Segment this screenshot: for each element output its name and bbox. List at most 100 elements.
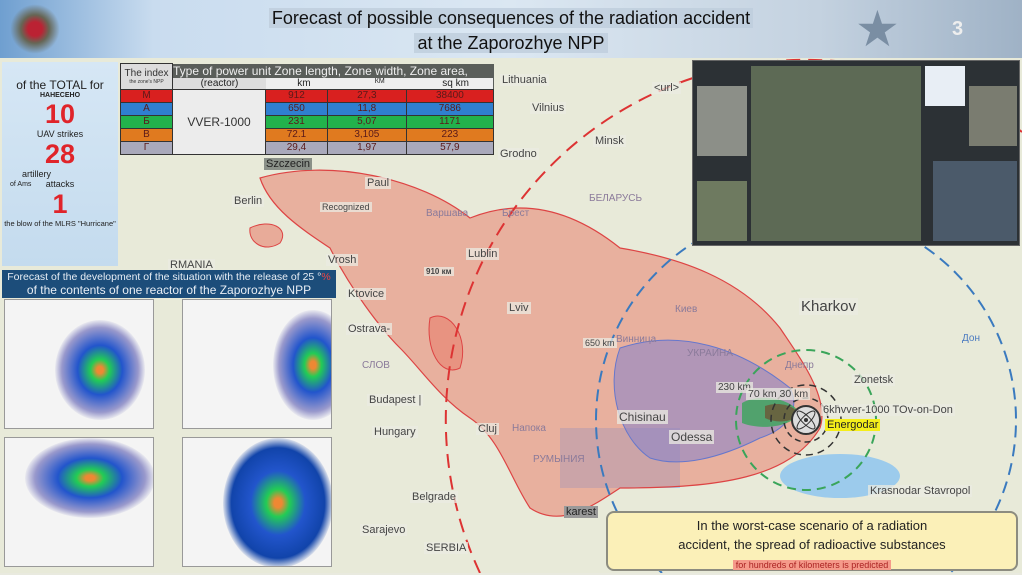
photo <box>933 161 1017 241</box>
header-index-label: The index <box>124 67 169 79</box>
cell-area: 7686 <box>405 101 495 116</box>
map-label-kharkov: Kharkov <box>799 298 859 315</box>
uav-label: UAV strikes <box>36 129 84 139</box>
cell-width: 5,07 <box>326 114 407 129</box>
map-label-romania: РУМЫНИЯ <box>533 454 585 465</box>
map-label-chisinau: Chisinau <box>617 410 668 424</box>
map-label-dnepr: Днепр <box>785 360 814 371</box>
zone-row: Б 231 5,07 1171 <box>120 114 495 129</box>
rosatom-logo <box>925 66 965 106</box>
stats-sub: НАНЕСЕНО <box>39 92 81 99</box>
note-line-3: for hundreds of kilometers is predicted <box>732 560 892 570</box>
map-label-krasnodar: Krasnodar Stavropol <box>868 485 973 497</box>
map-label-ukraine: УКРАИНА <box>687 348 733 359</box>
zone-table: The index the zone's NPP Type of power un… <box>120 63 495 155</box>
map-label-napoca: Напока <box>512 423 546 434</box>
cell-width: 1,97 <box>326 140 407 155</box>
cell-index: А <box>120 101 173 116</box>
map-label-650km: 650 km <box>583 338 617 348</box>
mlrs-count: 1 <box>52 189 68 219</box>
forecast-map-4 <box>182 437 332 567</box>
header-type-label: Type of power unit Zone length, Zone wid… <box>173 63 468 78</box>
cell-length: 650 <box>265 101 328 116</box>
worst-case-note: In the worst-case scenario of a radiatio… <box>606 511 1018 571</box>
map-label-ostrava: Ostrava- <box>346 323 393 335</box>
header-reactor: (reactor) <box>173 77 266 89</box>
cell-area: 1171 <box>405 114 495 129</box>
npp-photo-collage <box>692 60 1020 246</box>
cell-length: 231 <box>265 114 328 129</box>
map-label-910km: 910 км <box>424 267 454 276</box>
map-label-minsk: Minsk <box>593 135 626 147</box>
map-label-paul: Paul <box>365 177 392 189</box>
artillery-count: 28 <box>44 139 76 169</box>
map-label-belgrade: Belgrade <box>410 491 459 503</box>
map-label-lviv: Lviv <box>507 302 531 314</box>
cell-index: В <box>120 127 173 142</box>
map-label-serbia: SERBIA <box>424 542 469 554</box>
map-label-bucharest: karest <box>564 506 598 518</box>
zone-row: А 650 11,8 7686 <box>120 101 495 116</box>
map-label-npp: 6khvver-1000 TOv-on-Don <box>821 404 955 416</box>
title-line-2: at the Zaporozhye NPP <box>414 33 608 53</box>
photo <box>697 181 747 241</box>
map-label-warsaw: Варшава <box>426 208 469 219</box>
map-label-lithuania: Lithuania <box>500 74 549 86</box>
forecast-map-3 <box>4 437 154 567</box>
map-label-recognized: Recognized <box>320 202 372 212</box>
header-length-unit: km <box>266 77 342 89</box>
zone-row: В 72.1 3,105 223 <box>120 127 495 142</box>
forecast-percent: % <box>321 271 331 283</box>
map-label-70-30km: 70 km 30 km <box>746 388 811 400</box>
cell-area: 38400 <box>405 88 495 103</box>
cell-area: 223 <box>405 127 495 142</box>
map-label-grodno: Grodno <box>498 148 539 160</box>
map-label-budapest: Budapest | <box>367 394 424 406</box>
artillery-note: of Ams <box>10 181 32 188</box>
note-line-1: In the worst-case scenario of a radiatio… <box>696 518 928 533</box>
header-index-sub: the zone's NPP <box>129 78 164 85</box>
map-label-germania: RMANIA <box>168 259 215 271</box>
attack-stats-panel: of the TOTAL for НАНЕСЕНО 10 UAV strikes… <box>2 62 118 266</box>
map-label-donetsk: Zonetsk <box>852 374 896 386</box>
cell-width: 11,8 <box>326 101 407 116</box>
forecast-map-1 <box>4 299 154 429</box>
uav-count: 10 <box>44 99 76 129</box>
cell-width: 27,3 <box>326 88 407 103</box>
plume-zone-a <box>613 339 795 463</box>
map-label-url: <url> <box>652 82 682 94</box>
cell-length: 72.1 <box>265 127 328 142</box>
cell-index: Б <box>120 114 173 129</box>
header-banner: Forecast of possible consequences of the… <box>0 0 1022 58</box>
map-label-kiev: Киев <box>675 304 698 315</box>
map-label-odessa: Odessa <box>669 430 715 444</box>
header-width-unit: КМ <box>341 77 418 89</box>
map-label-berlin: Berlin <box>232 195 265 207</box>
cell-index: М <box>120 88 173 103</box>
cell-length: 29,4 <box>265 140 328 155</box>
header-area-unit: sq km <box>417 77 494 89</box>
artillery-label-2: attacks <box>45 179 75 189</box>
plume-blob <box>249 223 283 248</box>
photo <box>969 86 1017 146</box>
mlrs-label: the blow of the MLRS "Hurricane" <box>4 219 116 228</box>
map-label-don: Дон <box>962 333 980 344</box>
cell-index: Г <box>120 140 173 155</box>
forecast-line-2: of the contents of one reactor of the Za… <box>26 283 312 297</box>
page-number: 3 <box>952 18 964 40</box>
plume-blob <box>428 315 464 371</box>
map-label-lublin: Lublin <box>466 248 500 260</box>
stats-heading: of the TOTAL for <box>16 78 104 92</box>
map-label-brest: Брест <box>502 208 530 219</box>
map-label-belarus: БЕЛАРУСЬ <box>589 193 643 204</box>
map-label-sarajevo: Sarajevo <box>360 524 408 536</box>
map-label-230km: 230 km <box>716 382 753 393</box>
map-label-vrosh: Vrosh <box>326 254 359 266</box>
map-label-katowice: Ktovice <box>346 288 387 300</box>
star-icon: ★ <box>855 1 900 57</box>
map-label-vinnitsa: Винница <box>616 334 657 345</box>
header-type: Type of power unit Zone length, Zone wid… <box>172 63 494 89</box>
map-label-vilnius: Vilnius <box>530 102 567 114</box>
emblem-logo <box>10 4 60 54</box>
map-label-energodar: Energodar <box>825 419 881 431</box>
